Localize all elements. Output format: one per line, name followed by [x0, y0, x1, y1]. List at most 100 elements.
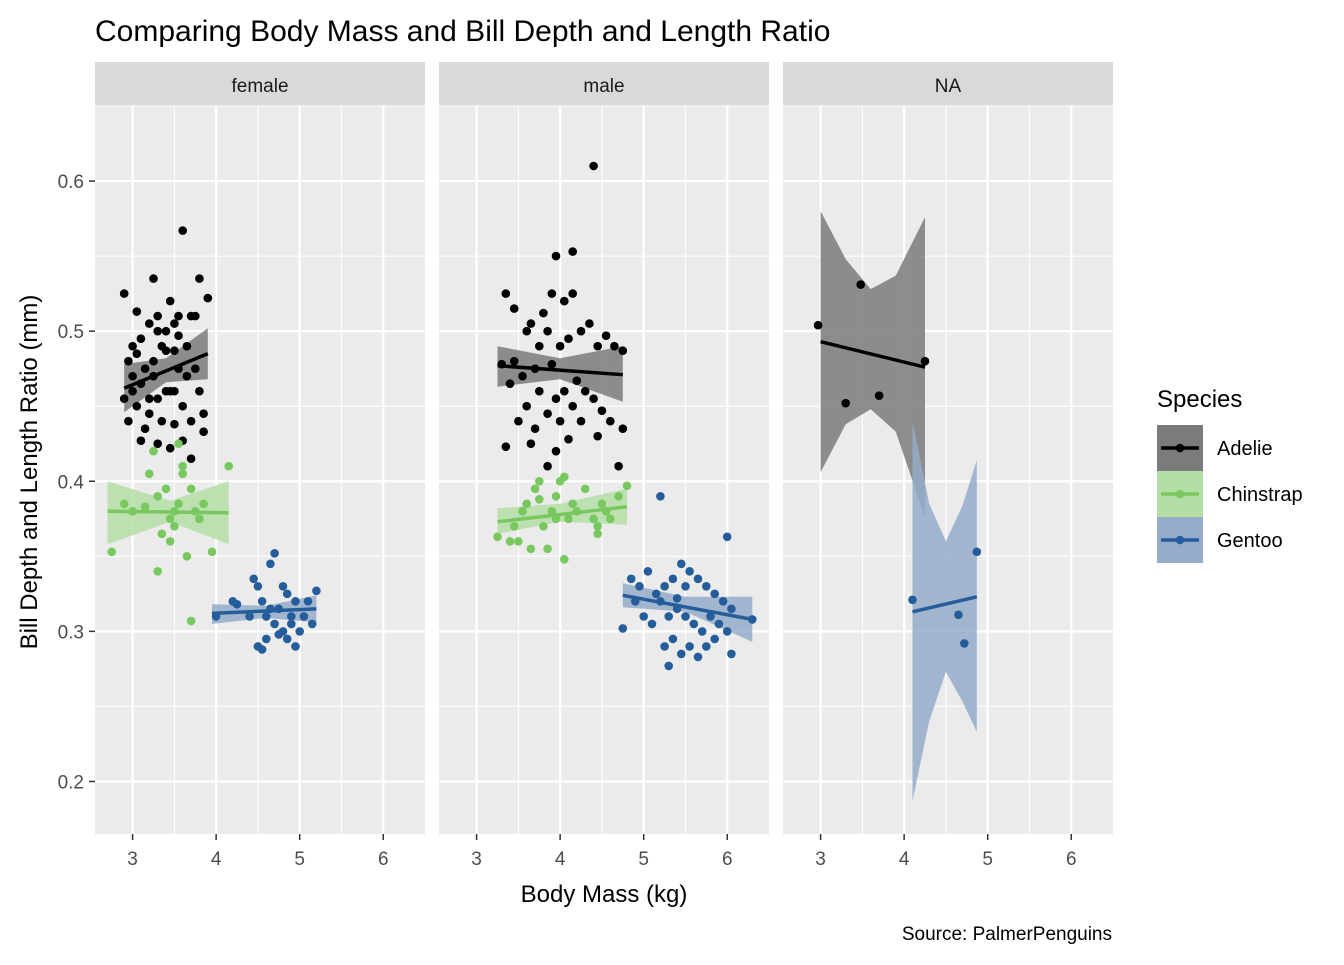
data-point-adelie [589, 394, 598, 404]
data-point-adelie [560, 386, 569, 396]
data-point-adelie [178, 401, 187, 411]
data-point-chinstrap [186, 484, 196, 494]
data-point-gentoo [312, 586, 321, 596]
data-point-gentoo [307, 619, 317, 629]
x-tick-label: 5 [294, 849, 305, 870]
data-point-gentoo [287, 619, 296, 629]
data-point-adelie [614, 461, 623, 471]
data-point-adelie [136, 334, 146, 344]
data-point-chinstrap [514, 537, 523, 546]
data-point-adelie [153, 394, 162, 404]
data-point-gentoo [291, 597, 300, 606]
fit-line-gentoo [912, 595, 978, 614]
data-point-adelie [174, 331, 183, 341]
data-point-gentoo [664, 612, 673, 621]
data-point-adelie [551, 394, 561, 404]
data-point-adelie [920, 356, 930, 366]
data-point-adelie [119, 289, 129, 298]
data-point-chinstrap [195, 514, 204, 524]
data-point-adelie [526, 319, 536, 328]
data-point-adelie [547, 359, 557, 369]
fit-line-chinstrap [107, 509, 229, 515]
facet-strip-label-na: NA [935, 76, 962, 97]
data-point-adelie [539, 308, 548, 318]
data-point-adelie [149, 356, 158, 366]
data-point-gentoo [681, 612, 690, 621]
data-point-adelie [119, 394, 129, 404]
data-point-adelie [195, 386, 204, 396]
facet-panel-na: NA 3 4 5 6 [783, 62, 1113, 870]
data-point-adelie [543, 326, 552, 336]
data-point-adelie [157, 416, 167, 426]
data-point-gentoo [668, 634, 678, 644]
data-point-chinstrap [119, 499, 129, 509]
data-point-adelie [501, 442, 511, 452]
data-point-adelie [535, 386, 544, 396]
data-point-gentoo [710, 634, 719, 644]
data-point-chinstrap [560, 555, 569, 564]
data-point-chinstrap [606, 514, 615, 524]
data-point-chinstrap [149, 446, 158, 456]
data-point-gentoo [656, 492, 665, 501]
data-point-adelie [518, 371, 527, 381]
data-point-adelie [509, 304, 519, 313]
x-tick-label: 5 [982, 849, 993, 870]
gridlines-male [439, 105, 769, 834]
data-point-adelie [128, 386, 137, 396]
data-point-gentoo [643, 567, 653, 576]
data-point-chinstrap [145, 469, 154, 479]
data-point-gentoo [262, 612, 271, 621]
panel-background-na [783, 106, 1113, 834]
data-point-gentoo [718, 597, 728, 606]
data-point-adelie [128, 371, 137, 381]
data-point-adelie [182, 371, 192, 381]
data-point-gentoo [249, 574, 258, 584]
data-point-chinstrap [518, 507, 527, 516]
data-point-chinstrap [493, 532, 502, 542]
y-tick-label: 0.4 [58, 472, 85, 493]
data-point-adelie [522, 326, 531, 336]
data-point-adelie [161, 386, 171, 396]
x-tick-label: 3 [127, 849, 138, 870]
data-point-adelie [195, 274, 204, 283]
fit-line-adelie [820, 339, 926, 369]
data-point-gentoo [282, 634, 292, 644]
data-point-adelie [165, 296, 175, 306]
panel-background-male [439, 106, 769, 834]
data-point-chinstrap [535, 495, 544, 504]
data-point-adelie [145, 409, 154, 419]
caption: Source: PalmerPenguins [902, 924, 1112, 945]
legend-label-gentoo: Gentoo [1217, 530, 1283, 552]
data-point-gentoo [639, 612, 648, 621]
legend-point-gentoo [1175, 535, 1185, 545]
data-point-gentoo [278, 627, 288, 636]
data-point-chinstrap [505, 537, 515, 546]
data-point-gentoo [693, 574, 703, 584]
data-point-gentoo [697, 627, 707, 636]
data-point-chinstrap [568, 499, 577, 509]
data-point-gentoo [727, 604, 736, 614]
data-point-chinstrap [509, 522, 519, 531]
data-point-gentoo [618, 624, 628, 633]
x-tick-label: 6 [1066, 849, 1077, 870]
data-point-adelie [182, 341, 192, 351]
data-point-adelie [136, 436, 146, 446]
data-point-chinstrap [165, 514, 175, 524]
y-tick-label: 0.5 [58, 322, 84, 343]
legend-item-adelie: Adelie [1157, 425, 1273, 471]
x-tick-label: 4 [555, 849, 566, 870]
data-point-adelie [530, 424, 540, 434]
data-point-chinstrap [207, 547, 217, 557]
confidence-band-adelie [497, 346, 623, 402]
data-point-chinstrap [535, 477, 544, 486]
data-point-chinstrap [593, 529, 602, 539]
data-point-adelie [170, 346, 179, 356]
data-point-chinstrap [165, 537, 175, 546]
data-point-gentoo [651, 589, 661, 599]
data-point-adelie [555, 341, 565, 351]
data-point-chinstrap [614, 492, 623, 501]
data-point-gentoo [266, 559, 275, 569]
x-tick-label: 4 [211, 849, 222, 870]
data-point-adelie [618, 424, 628, 434]
data-point-gentoo [245, 612, 254, 621]
